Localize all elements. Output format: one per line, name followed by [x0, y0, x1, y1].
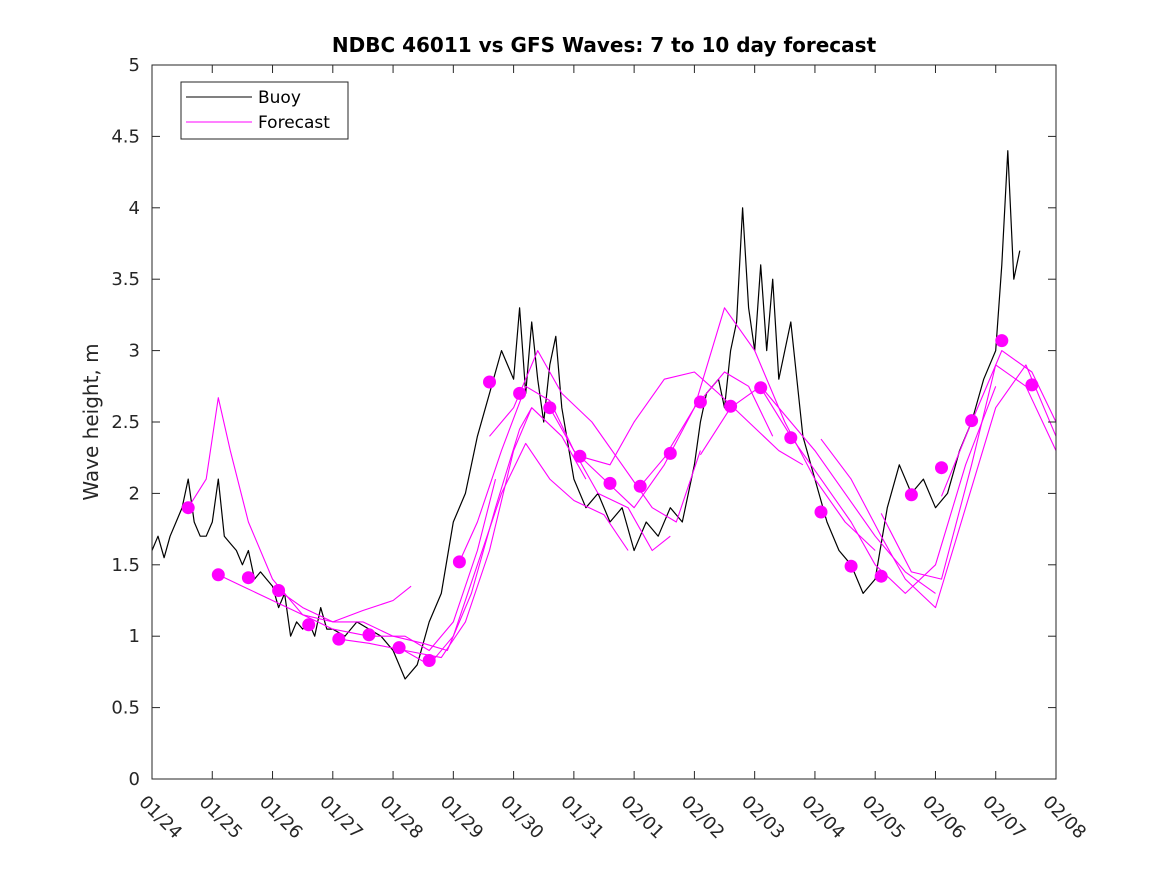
- legend-label-buoy: Buoy: [258, 88, 301, 108]
- forecast-marker: [362, 628, 376, 642]
- forecast-marker: [935, 461, 948, 475]
- y-tick-label: 1.5: [111, 555, 140, 576]
- plot-area: [152, 65, 1056, 779]
- forecast-series-line-9: [579, 371, 804, 466]
- forecast-series-line-6: [458, 385, 671, 563]
- forecast-marker: [272, 584, 286, 597]
- y-tick-label: 5: [129, 55, 140, 76]
- chart-title: NDBC 46011 vs GFS Waves: 7 to 10 day for…: [332, 33, 877, 57]
- forecast-marker: [211, 568, 225, 582]
- forecast-series-line-5: [398, 442, 629, 666]
- y-tick-label: 2: [129, 483, 140, 504]
- forecast-marker: [844, 559, 858, 573]
- forecast-marker: [452, 555, 466, 569]
- forecast-series-line-10: [639, 307, 876, 551]
- forecast-series-line-15: [940, 350, 1057, 497]
- forecast-series-line-1: [187, 397, 412, 623]
- forecast-marker: [1025, 378, 1039, 392]
- forecast-marker: [332, 632, 346, 646]
- forecast-series-line-3: [278, 407, 533, 652]
- forecast-marker: [422, 654, 436, 667]
- forecast-marker: [754, 381, 768, 395]
- forecast-marker: [965, 414, 979, 428]
- forecast-marker: [543, 401, 557, 415]
- y-axis: 0 0.5 1 1.5 2 2.5 3 3.5 4 4.5 5: [111, 55, 1056, 790]
- y-tick-label: 4: [129, 198, 140, 219]
- y-tick-label: 2.5: [111, 412, 140, 433]
- forecast-marker: [784, 431, 798, 445]
- marker-layer: [181, 334, 1039, 667]
- forecast-marker: [663, 446, 677, 460]
- forecast-series-line-12: [760, 386, 997, 594]
- y-tick-label: 3.5: [111, 269, 140, 290]
- forecast-marker: [995, 334, 1009, 348]
- y-tick-label: 0: [129, 769, 140, 790]
- forecast-marker: [603, 476, 617, 490]
- y-tick-label: 0.5: [111, 698, 140, 719]
- forecast-series-line-4: [338, 407, 587, 659]
- forecast-series-line-11: [699, 385, 936, 594]
- y-tick-label: 4.5: [111, 126, 140, 147]
- y-tick-label: 1: [129, 626, 140, 647]
- forecast-marker: [874, 569, 888, 583]
- forecast-marker: [633, 479, 647, 493]
- forecast-marker: [513, 386, 527, 400]
- legend: Buoy Forecast: [180, 81, 349, 140]
- forecast-marker: [573, 449, 587, 463]
- forecast-marker: [302, 618, 316, 632]
- forecast-marker: [392, 641, 406, 655]
- forecast-marker: [181, 501, 195, 515]
- legend-box: [180, 81, 349, 140]
- forecast-marker: [693, 395, 707, 409]
- forecast-marker: [724, 399, 738, 413]
- y-tick-label: 3: [129, 341, 140, 362]
- legend-label-forecast: Forecast: [258, 113, 330, 133]
- buoy-series-line: [151, 150, 1021, 680]
- y-axis-label: Wave height, m: [79, 343, 103, 500]
- forecast-marker: [241, 571, 255, 585]
- forecast-marker: [483, 375, 496, 389]
- forecast-marker: [814, 505, 828, 519]
- forecast-marker: [904, 488, 918, 502]
